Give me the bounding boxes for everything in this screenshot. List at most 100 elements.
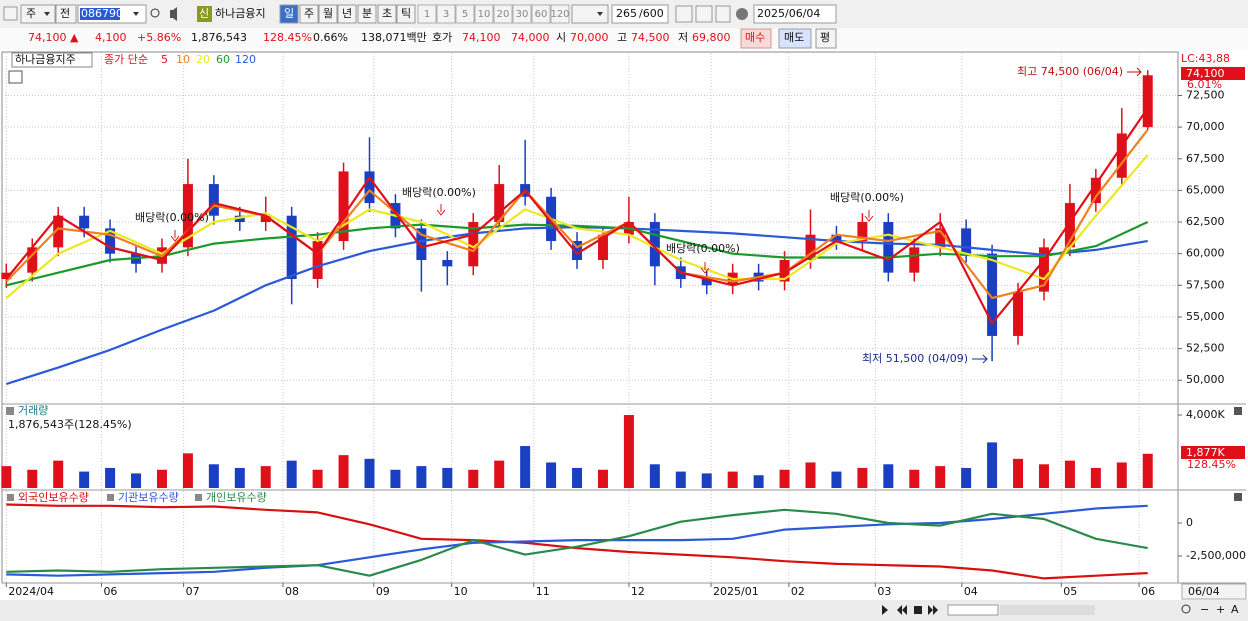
toolbar-icons bbox=[1000, 605, 1095, 615]
interval-button[interactable] bbox=[337, 4, 357, 24]
play-button[interactable] bbox=[882, 605, 888, 615]
count-button[interactable] bbox=[417, 4, 437, 24]
candle-body bbox=[857, 222, 868, 242]
dropdown[interactable] bbox=[571, 4, 609, 24]
candle-body bbox=[338, 171, 349, 242]
tool-icon[interactable] bbox=[695, 5, 713, 23]
candle-body bbox=[779, 260, 790, 282]
candle-body bbox=[234, 215, 245, 223]
x-tick-label: 10 bbox=[454, 585, 468, 598]
rewind-button[interactable] bbox=[897, 605, 907, 615]
settings-icon[interactable] bbox=[736, 8, 748, 20]
ma-legend: 5 bbox=[161, 53, 168, 66]
count-box[interactable] bbox=[611, 4, 669, 24]
tool-icon[interactable] bbox=[675, 5, 693, 23]
series-line bbox=[6, 508, 1148, 577]
view-count: 265 bbox=[616, 7, 637, 20]
buy: 매수 bbox=[745, 31, 765, 44]
bid: 74,000 bbox=[511, 31, 550, 44]
save-icon[interactable] bbox=[715, 5, 731, 23]
count-button[interactable] bbox=[493, 4, 513, 24]
new-badge[interactable] bbox=[197, 6, 212, 22]
open: 70,000 bbox=[570, 31, 609, 44]
y-tick-label: 60,000 bbox=[1186, 247, 1225, 260]
candle-body bbox=[416, 228, 427, 261]
count-label: 1 bbox=[424, 9, 430, 20]
holding-legend: 외국인보유수량 bbox=[18, 491, 89, 504]
volume-bar bbox=[935, 466, 946, 488]
interval-button[interactable] bbox=[377, 4, 397, 24]
forward-button[interactable] bbox=[928, 605, 938, 615]
y-tick-label: 57,500 bbox=[1186, 278, 1225, 291]
count-label: 10 bbox=[478, 9, 491, 20]
dropdown-arrow bbox=[597, 12, 603, 16]
annotation: 배당락(0.00%) bbox=[402, 186, 476, 199]
search-icon[interactable] bbox=[150, 8, 160, 18]
volume-bar bbox=[53, 460, 64, 488]
lc-label: LC:43,88 bbox=[1181, 52, 1230, 65]
candle-body bbox=[1064, 203, 1075, 248]
interval-button[interactable] bbox=[318, 4, 338, 24]
last-price: 74,100 bbox=[1186, 67, 1225, 80]
table-icon[interactable] bbox=[8, 70, 23, 84]
volume-bar bbox=[27, 469, 38, 488]
dividend-arrow bbox=[700, 262, 710, 274]
candle-body bbox=[260, 215, 271, 223]
x-tick-label: 12 bbox=[631, 585, 645, 598]
volume-bar bbox=[701, 473, 712, 488]
count-label: 60 bbox=[535, 9, 548, 20]
count-button[interactable] bbox=[436, 4, 456, 24]
interval-button[interactable] bbox=[279, 4, 299, 24]
buy-button[interactable] bbox=[740, 28, 772, 49]
count-button[interactable] bbox=[550, 4, 570, 24]
interval-button[interactable] bbox=[299, 4, 319, 24]
interval-label: 월 bbox=[323, 7, 333, 20]
x-tick-label: 09 bbox=[376, 585, 390, 598]
count-button[interactable] bbox=[474, 4, 494, 24]
turnover: 0.66% bbox=[313, 31, 348, 44]
y-tick-label: 65,000 bbox=[1186, 183, 1225, 196]
sell-button[interactable] bbox=[778, 28, 812, 49]
ma-legend: 60 bbox=[216, 53, 230, 66]
candle-body bbox=[1116, 133, 1127, 178]
ma-label: 종가 단순 bbox=[104, 53, 148, 66]
period-select[interactable] bbox=[20, 4, 56, 24]
volume-bar bbox=[961, 467, 972, 488]
menu-icon[interactable] bbox=[3, 6, 18, 21]
interval-button[interactable] bbox=[357, 4, 377, 24]
candle-body bbox=[935, 228, 946, 248]
volume-bar bbox=[208, 464, 219, 488]
interval-label: 일 bbox=[284, 6, 294, 20]
date-box[interactable] bbox=[753, 4, 837, 24]
series-line bbox=[5, 107, 1149, 325]
zoom-icon[interactable] bbox=[1181, 604, 1191, 614]
avg-button[interactable] bbox=[815, 28, 837, 49]
prev-button[interactable] bbox=[55, 4, 77, 24]
volume-bar bbox=[364, 458, 375, 488]
candle-body bbox=[1142, 75, 1153, 128]
close-panel[interactable] bbox=[1234, 493, 1242, 501]
zoom-in[interactable]: + bbox=[1216, 603, 1225, 616]
last-price-box bbox=[1181, 67, 1245, 80]
stock-name: 하나금융지 bbox=[215, 6, 266, 20]
close-panel[interactable] bbox=[1234, 407, 1242, 415]
count-button[interactable] bbox=[531, 4, 551, 24]
volume-bar bbox=[182, 453, 193, 488]
x-tick-label: 06 bbox=[103, 585, 117, 598]
zoom-out[interactable]: − bbox=[1200, 603, 1209, 616]
speaker-icon[interactable] bbox=[170, 7, 177, 21]
volume-bar bbox=[909, 469, 920, 488]
candle-body bbox=[1, 272, 12, 279]
scrollbar[interactable] bbox=[947, 604, 999, 616]
volume-bar bbox=[79, 471, 90, 488]
stop-button[interactable] bbox=[914, 606, 922, 614]
candle-body bbox=[831, 234, 842, 242]
annotation: 배당락(0.00%) bbox=[830, 191, 904, 204]
count-button[interactable] bbox=[512, 4, 532, 24]
volume-bar bbox=[727, 471, 738, 488]
volume-ratio: 128.45% bbox=[263, 31, 312, 44]
candle-body bbox=[208, 184, 219, 216]
interval-button[interactable] bbox=[396, 4, 416, 24]
count-button[interactable] bbox=[455, 4, 475, 24]
font-size[interactable]: A bbox=[1231, 603, 1239, 616]
